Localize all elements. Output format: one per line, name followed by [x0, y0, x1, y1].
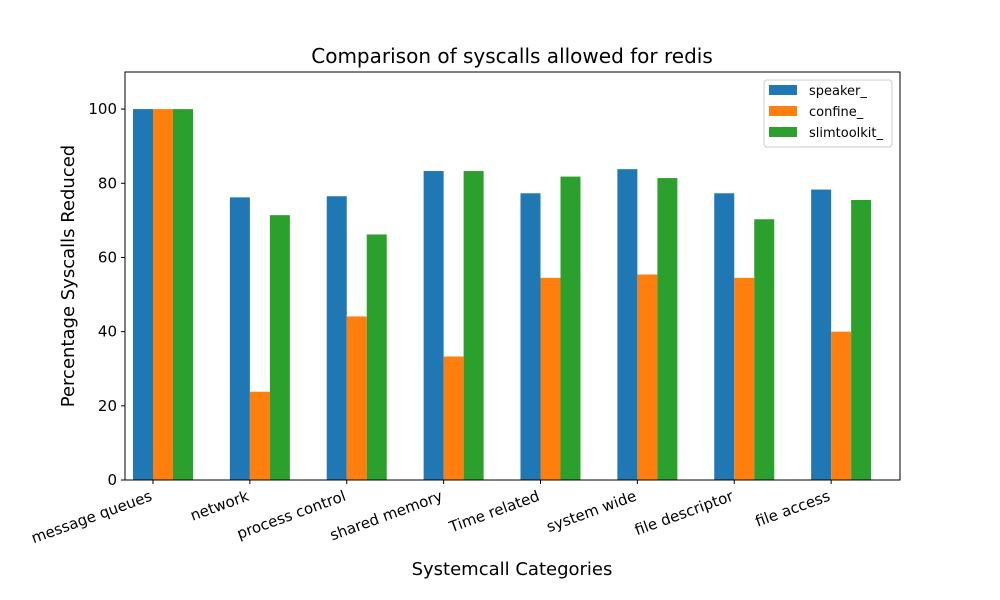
y-axis-label: Percentage Syscalls Reduced: [58, 145, 79, 407]
bar-slimtoolkit-4: [560, 176, 581, 480]
bar-confine-1: [249, 391, 270, 480]
bar-confine-4: [540, 277, 561, 480]
bars-layer: [133, 109, 872, 481]
legend-swatch-slimtoolkit: [769, 127, 797, 137]
legend-swatch-speaker: [769, 85, 797, 95]
bar-speaker-6: [714, 193, 735, 480]
bar-speaker-1: [229, 197, 250, 480]
bar-slimtoolkit-6: [754, 219, 775, 480]
bar-slimtoolkit-3: [463, 171, 484, 481]
legend: speaker_ confine_ slimtoolkit_: [763, 79, 893, 148]
y-tick-label: 20: [98, 397, 117, 415]
legend-swatch-confine: [769, 106, 797, 116]
y-tick-label: 60: [98, 248, 117, 266]
y-tick-label: 0: [107, 471, 117, 489]
legend-label-slimtoolkit: slimtoolkit_: [809, 126, 884, 141]
x-tick-label: file descriptor: [632, 487, 736, 540]
x-axis-label: Systemcall Categories: [412, 559, 613, 580]
bar-slimtoolkit-1: [269, 215, 290, 481]
bar-speaker-3: [423, 171, 444, 481]
y-tick-label: 40: [98, 323, 117, 341]
y-axis: 0 20 40 60 80 100: [88, 100, 125, 489]
bar-confine-7: [831, 331, 852, 480]
bar-confine-2: [346, 316, 367, 480]
x-tick-label: shared memory: [327, 487, 445, 545]
bar-confine-3: [443, 356, 464, 480]
chart-title: Comparison of syscalls allowed for redis: [311, 44, 713, 68]
bar-slimtoolkit-2: [366, 234, 387, 480]
bar-confine-6: [734, 277, 755, 480]
bar-speaker-4: [520, 193, 541, 480]
legend-label-speaker: speaker_: [809, 84, 867, 99]
y-tick-label: 80: [98, 174, 117, 192]
bar-slimtoolkit-0: [173, 109, 193, 480]
x-tick-label: file access: [753, 487, 833, 531]
bar-slimtoolkit-7: [851, 199, 872, 481]
bar-confine-0: [153, 109, 173, 480]
bar-confine-5: [637, 274, 658, 480]
x-tick-label: Time related: [446, 487, 542, 537]
bar-speaker-7: [811, 189, 832, 480]
y-tick-label: 100: [88, 100, 117, 118]
plot-frame: [124, 71, 901, 481]
bar-slimtoolkit-5: [657, 178, 678, 480]
bar-speaker-0: [133, 109, 153, 480]
x-tick-label: message queues: [29, 487, 155, 547]
bar-speaker-2: [326, 196, 347, 480]
x-tick-label: system wide: [544, 487, 639, 536]
bar-speaker-5: [617, 169, 638, 481]
legend-label-confine: confine_: [809, 105, 864, 120]
x-tick-label: network: [188, 487, 252, 525]
